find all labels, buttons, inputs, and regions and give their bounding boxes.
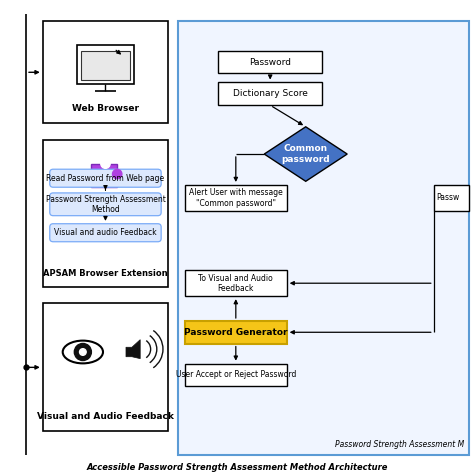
Circle shape <box>101 159 110 168</box>
FancyBboxPatch shape <box>185 270 287 296</box>
Polygon shape <box>264 127 347 181</box>
Text: Read Password from Web page: Read Password from Web page <box>46 174 164 182</box>
FancyBboxPatch shape <box>81 51 130 80</box>
FancyBboxPatch shape <box>178 21 469 455</box>
Polygon shape <box>126 340 140 359</box>
Circle shape <box>112 169 122 179</box>
FancyBboxPatch shape <box>218 82 322 105</box>
Circle shape <box>80 349 86 356</box>
FancyBboxPatch shape <box>50 224 161 242</box>
FancyBboxPatch shape <box>50 169 161 187</box>
FancyBboxPatch shape <box>43 21 168 123</box>
Text: Visual and audio Feedback: Visual and audio Feedback <box>54 228 157 237</box>
Text: Visual and Audio Feedback: Visual and Audio Feedback <box>37 412 174 421</box>
FancyBboxPatch shape <box>434 185 469 211</box>
Text: APSAM Browser Extension: APSAM Browser Extension <box>43 269 168 278</box>
FancyBboxPatch shape <box>218 51 322 73</box>
FancyBboxPatch shape <box>50 193 161 216</box>
Circle shape <box>114 171 121 178</box>
Text: Password Strength Assessment M: Password Strength Assessment M <box>335 440 465 449</box>
FancyBboxPatch shape <box>185 185 287 211</box>
Text: Web Browser: Web Browser <box>72 104 139 113</box>
Text: Passw: Passw <box>436 193 459 202</box>
Text: To Visual and Audio
Feedback: To Visual and Audio Feedback <box>199 273 273 293</box>
Ellipse shape <box>63 341 103 364</box>
Text: Password: Password <box>249 58 291 66</box>
Text: User Accept or Reject Password: User Accept or Reject Password <box>176 371 296 379</box>
Text: Common
password: Common password <box>282 145 330 164</box>
FancyBboxPatch shape <box>185 364 287 386</box>
FancyBboxPatch shape <box>77 45 134 83</box>
Text: Dictionary Score: Dictionary Score <box>233 90 308 98</box>
FancyBboxPatch shape <box>185 321 287 344</box>
Text: Accessible Password Strength Assessment Method Architecture: Accessible Password Strength Assessment … <box>86 463 388 472</box>
Text: Alert User with message
"Common password": Alert User with message "Common password… <box>189 188 283 208</box>
Text: Password Strength Assessment
Method: Password Strength Assessment Method <box>46 195 165 214</box>
FancyBboxPatch shape <box>43 303 168 431</box>
FancyBboxPatch shape <box>91 164 117 187</box>
FancyBboxPatch shape <box>43 140 168 287</box>
Circle shape <box>74 344 91 361</box>
Text: Password Generator: Password Generator <box>184 328 288 337</box>
